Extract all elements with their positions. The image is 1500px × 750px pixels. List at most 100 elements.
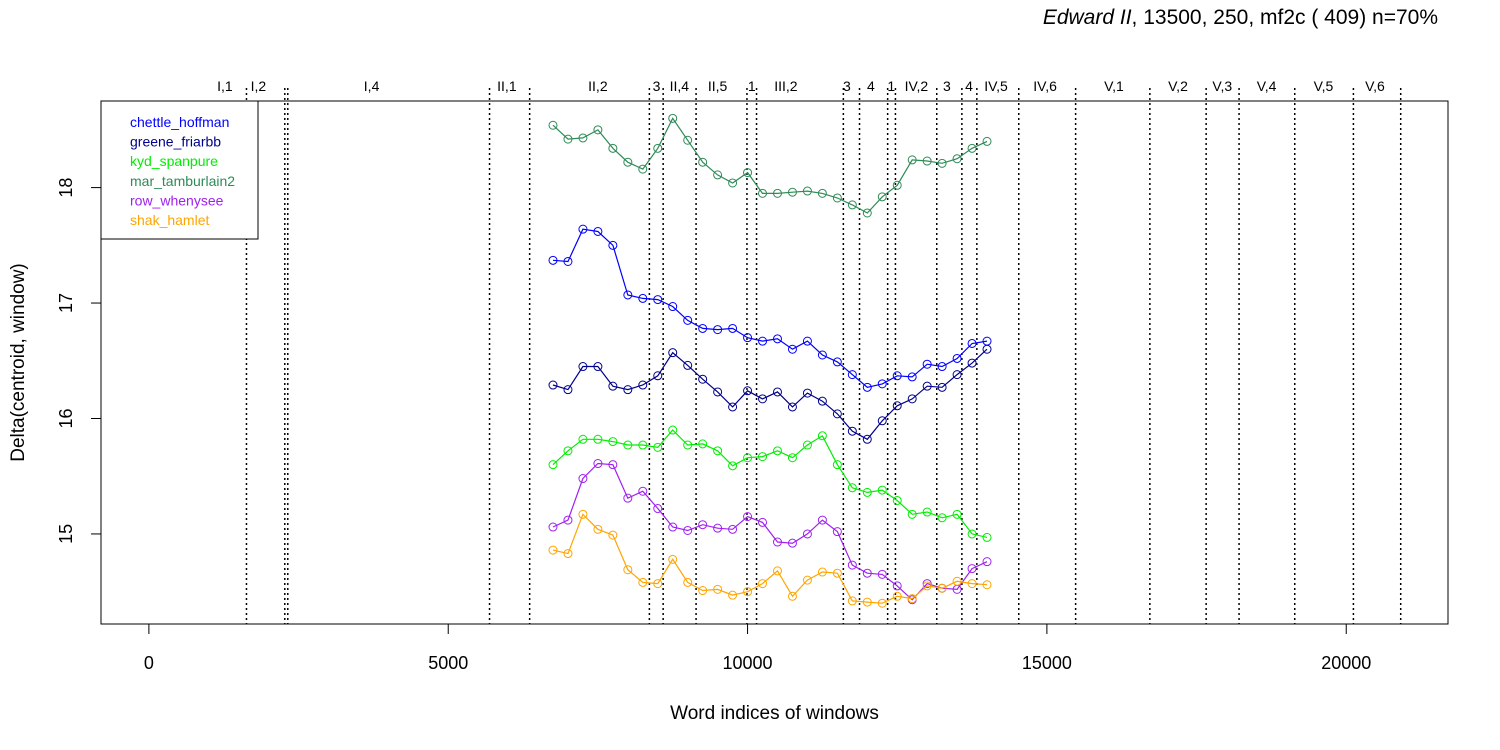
data-point (728, 524, 738, 534)
data-point (832, 193, 842, 203)
data-point (952, 576, 962, 586)
data-point (638, 486, 648, 496)
data-point (548, 380, 558, 390)
data-point (772, 446, 782, 456)
data-point (623, 440, 633, 450)
data-point (967, 529, 977, 539)
data-point (892, 180, 902, 190)
scene-label: II,4 (670, 78, 690, 94)
y-axis: 15 16 17 18 (56, 178, 101, 544)
data-point (907, 594, 917, 604)
data-point (847, 370, 857, 380)
data-point (608, 437, 618, 447)
data-point (802, 575, 812, 585)
data-point (967, 579, 977, 589)
data-point (892, 581, 902, 591)
data-point (758, 336, 768, 346)
data-point (802, 388, 812, 398)
data-point (608, 381, 618, 391)
data-point (877, 598, 887, 608)
data-point (817, 396, 827, 406)
chart-title-italic: Edward II (1042, 6, 1132, 29)
data-point (698, 520, 708, 530)
data-point (683, 577, 693, 587)
data-point (832, 409, 842, 419)
data-point (578, 224, 588, 234)
data-point (578, 509, 588, 519)
data-point (922, 579, 932, 589)
x-tick-label: 20000 (1321, 653, 1371, 673)
scene-label: 3 (653, 78, 661, 94)
data-point (713, 325, 723, 335)
scene-label: V,6 (1365, 78, 1385, 94)
data-point (653, 442, 663, 452)
data-point (713, 523, 723, 533)
data-point (713, 170, 723, 180)
data-point (847, 483, 857, 493)
data-point (772, 334, 782, 344)
data-point (593, 362, 603, 372)
data-point (877, 192, 887, 202)
data-point (772, 387, 782, 397)
data-point (847, 426, 857, 436)
scene-label: 3 (943, 78, 951, 94)
data-point (548, 120, 558, 130)
data-point (952, 509, 962, 519)
data-point (758, 452, 768, 462)
data-point (758, 188, 768, 198)
data-point (638, 440, 648, 450)
x-tick-label: 15000 (1022, 653, 1072, 673)
chart-title-rest: , 13500, 250, mf2c ( 409) n=70% (1131, 6, 1438, 29)
data-point (847, 596, 857, 606)
legend-entry: kyd_spanpure (130, 153, 218, 169)
data-point (817, 350, 827, 360)
data-point (967, 143, 977, 153)
data-point (787, 453, 797, 463)
data-point (683, 360, 693, 370)
series-line-kyd-spanpure (552, 429, 988, 538)
data-point (548, 522, 558, 532)
data-point (638, 293, 648, 303)
data-point (772, 537, 782, 547)
y-tick-label: 15 (56, 524, 76, 544)
data-point (847, 200, 857, 210)
data-point (982, 344, 992, 354)
y-axis-label: Delta(centroid, window) (8, 263, 29, 462)
data-point (802, 336, 812, 346)
data-point (653, 371, 663, 381)
data-point (698, 439, 708, 449)
legend-entry: shak_hamlet (130, 212, 209, 228)
data-point (817, 567, 827, 577)
series-line-mar-tamburlain2 (552, 117, 988, 214)
x-tick-label: 5000 (428, 653, 468, 673)
data-point (787, 402, 797, 412)
scene-label: 1 (748, 78, 756, 94)
legend-box (100, 100, 259, 240)
data-point (787, 538, 797, 548)
data-point (668, 302, 678, 312)
legend-entry: chettle_hoffman (130, 114, 229, 130)
data-point (593, 125, 603, 135)
data-point (907, 509, 917, 519)
data-point (937, 583, 947, 593)
scene-label: I,2 (251, 78, 267, 94)
scene-label: IV,2 (905, 78, 929, 94)
scene-label: V,3 (1212, 78, 1232, 94)
scene-label: V,1 (1104, 78, 1124, 94)
data-point (743, 333, 753, 343)
data-point (563, 549, 573, 559)
data-point (593, 226, 603, 236)
data-point (578, 474, 588, 484)
data-point (608, 240, 618, 250)
series-lines (548, 113, 992, 608)
data-point (563, 256, 573, 266)
data-point (758, 517, 768, 527)
data-point (653, 143, 663, 153)
data-point (967, 338, 977, 348)
data-point (623, 565, 633, 575)
data-point (683, 525, 693, 535)
x-axis-label: Word indices of windows (670, 703, 879, 724)
data-point (847, 560, 857, 570)
data-point (608, 460, 618, 470)
